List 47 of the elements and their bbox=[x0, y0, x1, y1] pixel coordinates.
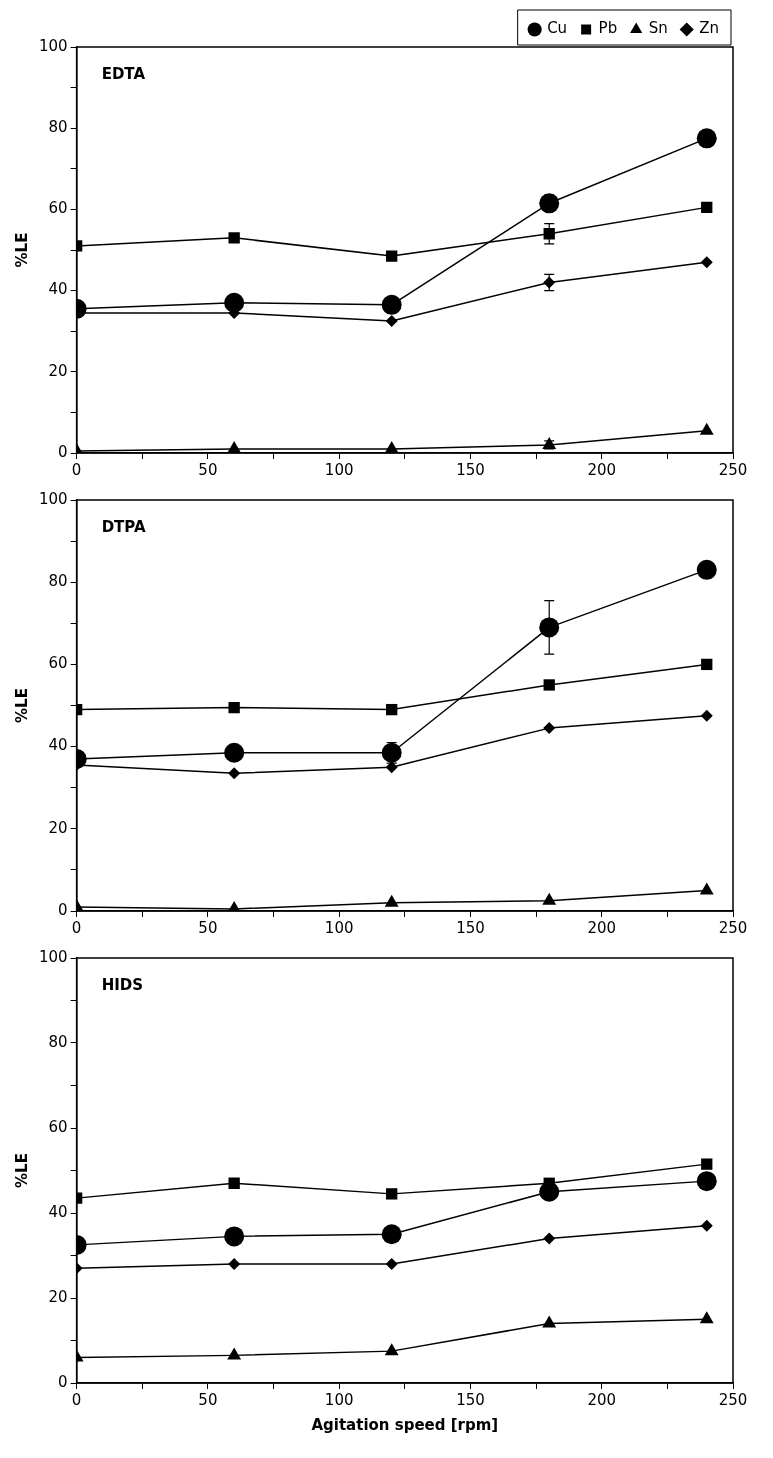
x-tick-label: 250 bbox=[718, 460, 748, 479]
y-tick-label: 40 bbox=[48, 1202, 68, 1221]
x-tick-label: 250 bbox=[718, 918, 748, 937]
x-tick-label: 150 bbox=[456, 1390, 485, 1409]
y-tick-label: 20 bbox=[48, 1287, 68, 1306]
x-tick-label: 100 bbox=[324, 918, 354, 937]
x-tick-label: 100 bbox=[324, 460, 354, 479]
x-tick-label: 0 bbox=[71, 918, 82, 937]
x-tick-label: 0 bbox=[71, 460, 82, 479]
x-tick-label: 50 bbox=[198, 1390, 218, 1409]
x-tick-label: 200 bbox=[587, 460, 617, 479]
y-tick-label: 0 bbox=[58, 900, 68, 919]
y-axis-title: %LE bbox=[12, 688, 31, 723]
x-tick-label: 50 bbox=[198, 918, 218, 937]
legend-label: Sn bbox=[648, 19, 668, 38]
x-tick-label: 150 bbox=[456, 460, 485, 479]
x-tick-label: 100 bbox=[324, 1390, 354, 1409]
y-axis-title: %LE bbox=[12, 232, 31, 268]
legend-label: Cu bbox=[547, 19, 568, 38]
y-tick-label: 40 bbox=[48, 736, 68, 755]
y-axis-title: %LE bbox=[12, 1153, 31, 1188]
y-tick-label: 40 bbox=[48, 280, 68, 299]
y-tick-label: 20 bbox=[48, 361, 68, 380]
text: EDTA bbox=[101, 64, 146, 83]
text: HIDS bbox=[101, 975, 144, 994]
x-tick-label: 250 bbox=[718, 1390, 748, 1409]
y-tick-label: 80 bbox=[48, 1032, 68, 1051]
legend-label: Zn bbox=[699, 19, 720, 38]
y-tick-label: 100 bbox=[38, 36, 68, 55]
y-tick-label: 80 bbox=[48, 118, 68, 137]
x-axis-title: Agitation speed [rpm] bbox=[311, 1415, 499, 1434]
legend-label: Pb bbox=[598, 19, 618, 38]
y-tick-label: 60 bbox=[48, 1117, 68, 1136]
y-tick-label: 20 bbox=[48, 818, 68, 837]
y-tick-label: 100 bbox=[38, 947, 68, 966]
text: DTPA bbox=[101, 517, 146, 536]
x-tick-label: 50 bbox=[198, 460, 218, 479]
y-tick-label: 60 bbox=[48, 654, 68, 673]
y-tick-label: 80 bbox=[48, 572, 68, 591]
y-tick-label: 100 bbox=[38, 489, 68, 508]
y-tick-label: 0 bbox=[58, 442, 68, 461]
x-tick-label: 200 bbox=[587, 1390, 617, 1409]
y-tick-label: 0 bbox=[58, 1372, 68, 1391]
x-tick-label: 200 bbox=[587, 918, 617, 937]
x-tick-label: 0 bbox=[71, 1390, 82, 1409]
y-tick-label: 60 bbox=[48, 199, 68, 218]
x-tick-label: 150 bbox=[456, 918, 485, 937]
